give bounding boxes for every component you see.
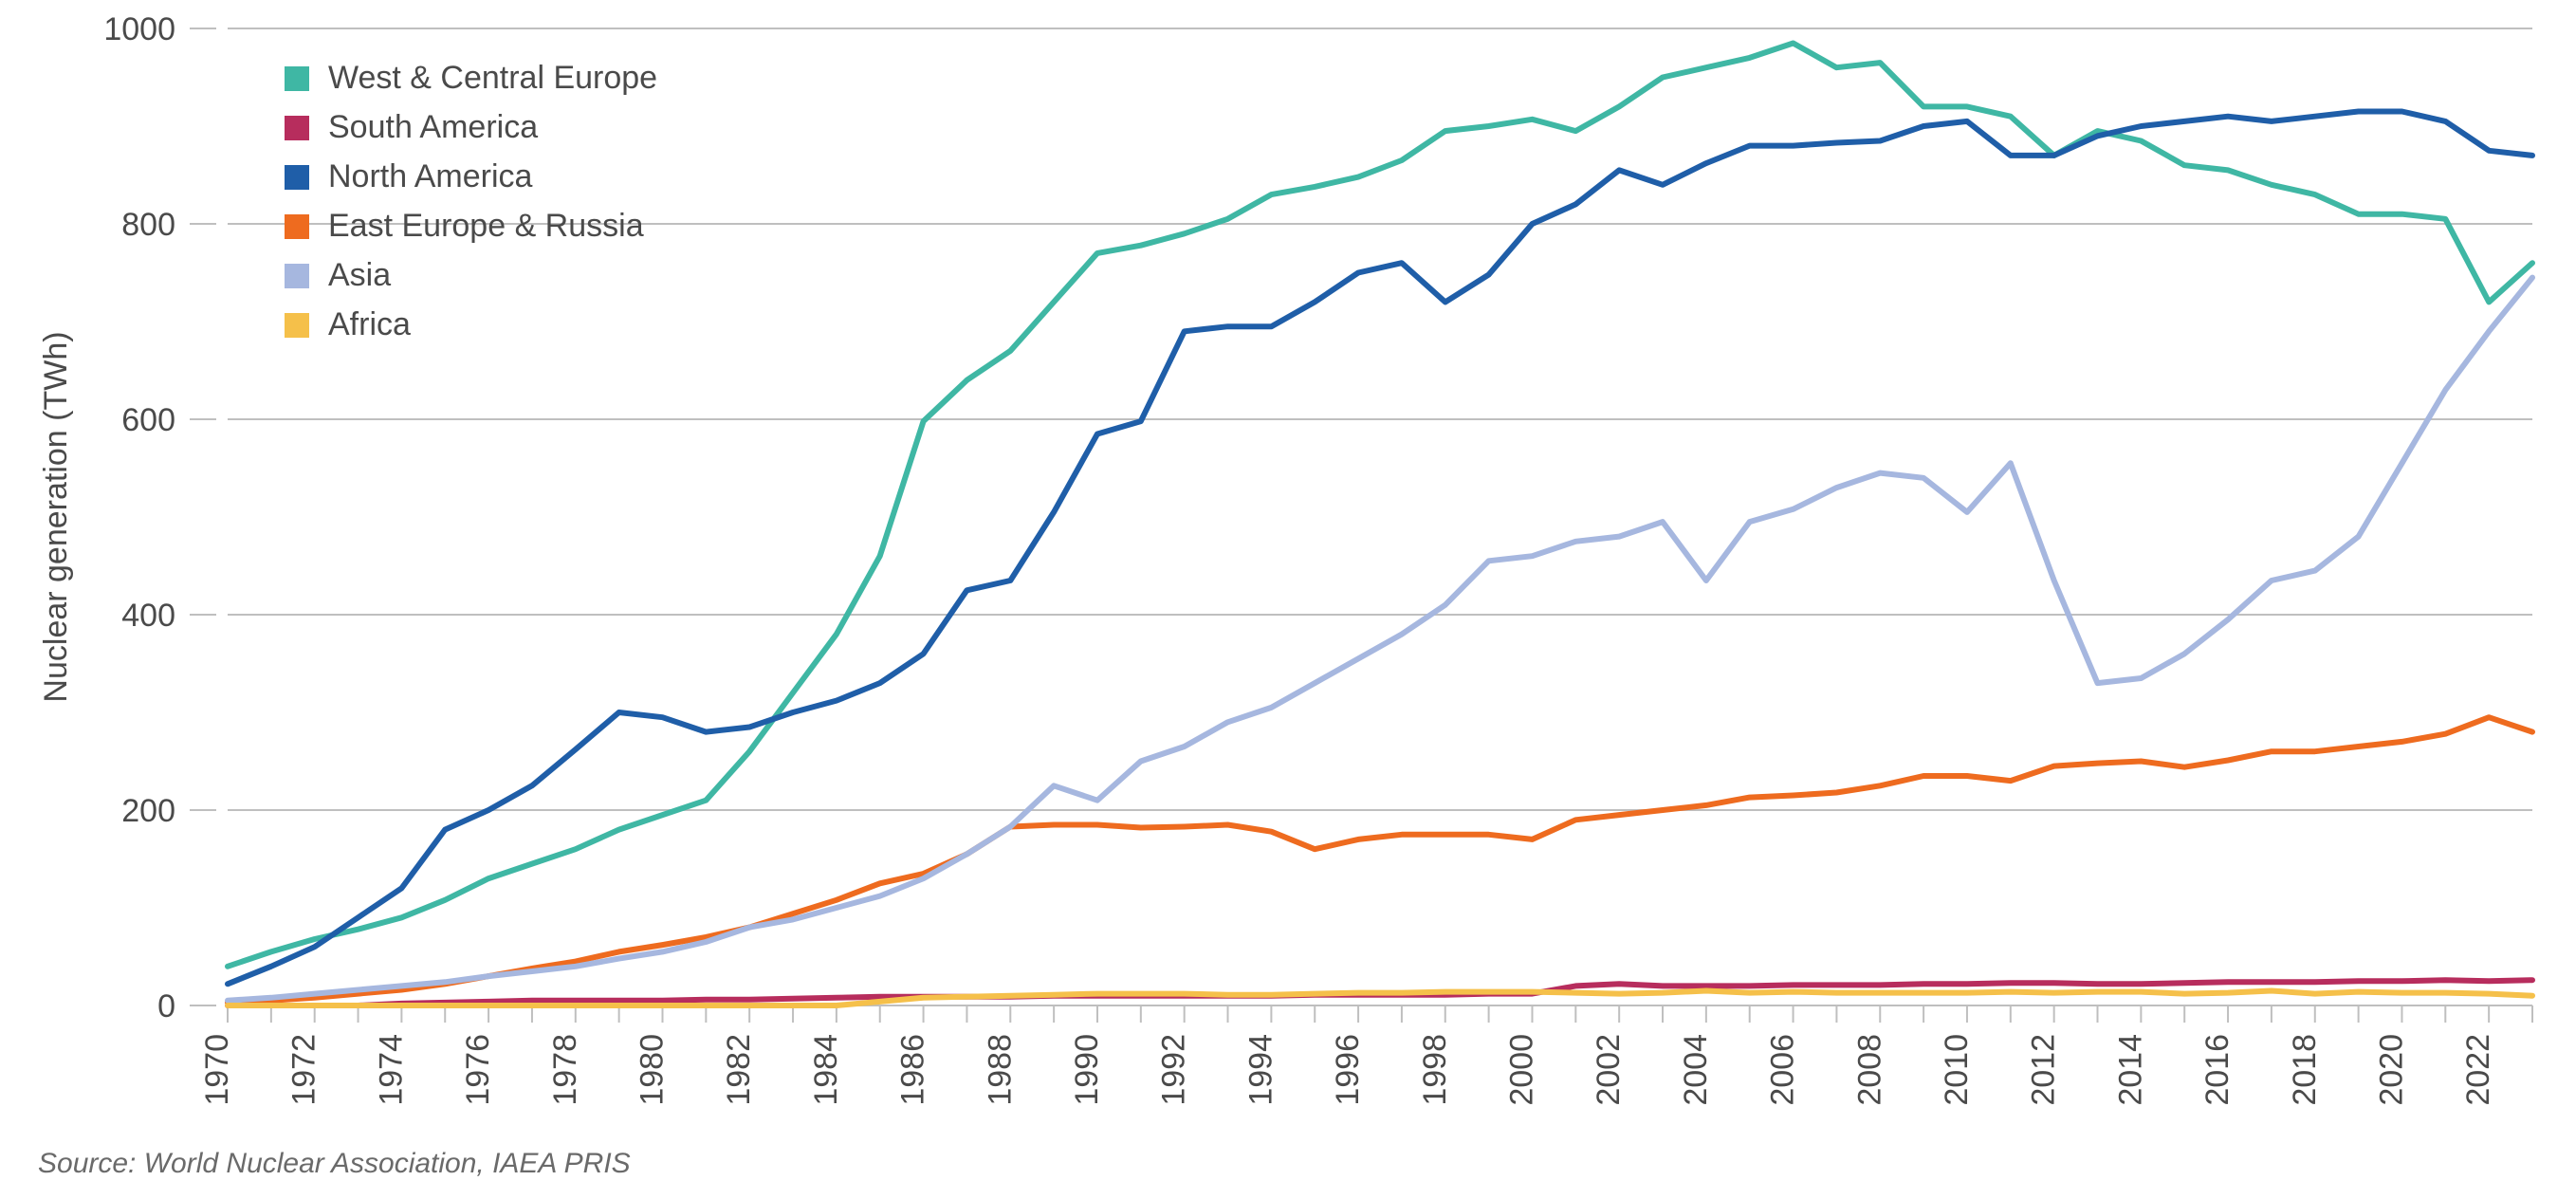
legend-label: East Europe & Russia <box>328 208 644 244</box>
legend-label: Asia <box>328 257 391 293</box>
y-tick-label: 400 <box>121 598 175 634</box>
x-tick-label: 1978 <box>547 1034 583 1106</box>
x-tick-label: 1986 <box>895 1034 931 1106</box>
y-axis-label: Nuclear generation (TWh) <box>38 331 74 702</box>
x-tick-label: 2016 <box>2199 1034 2236 1106</box>
x-tick-label: 1990 <box>1069 1034 1105 1106</box>
x-tick-label: 2010 <box>1939 1034 1975 1106</box>
x-tick-label: 2000 <box>1503 1034 1539 1106</box>
x-tick-label: 2002 <box>1591 1034 1627 1106</box>
y-tick-label: 800 <box>121 207 175 243</box>
x-tick-label: 2018 <box>2287 1034 2323 1106</box>
x-tick-label: 2022 <box>2460 1034 2496 1106</box>
x-tick-label: 2020 <box>2373 1034 2409 1106</box>
legend-label: Africa <box>328 306 411 342</box>
x-tick-label: 1992 <box>1156 1034 1192 1106</box>
x-tick-label: 1972 <box>286 1034 322 1106</box>
legend-swatch <box>285 214 309 239</box>
nuclear-generation-chart: 0 200 400 600 800 1000 1970 1972 1974 1976 1978 198… <box>0 0 2576 1199</box>
x-tick-label: 2004 <box>1678 1034 1714 1106</box>
y-tick-label: 0 <box>157 988 175 1024</box>
x-tick-label: 1998 <box>1417 1034 1453 1106</box>
x-tick-label: 1984 <box>808 1034 844 1106</box>
source-text: Source: World Nuclear Association, IAEA … <box>38 1148 631 1179</box>
y-tick-label: 200 <box>121 793 175 829</box>
x-tick-label: 1980 <box>634 1034 670 1106</box>
y-tick-label: 600 <box>121 402 175 438</box>
x-tick-label: 2008 <box>1851 1034 1887 1106</box>
legend-swatch <box>285 264 309 288</box>
legend-label: North America <box>328 158 532 194</box>
y-tick-label: 1000 <box>103 11 175 47</box>
x-tick-label: 1996 <box>1330 1034 1366 1106</box>
x-tick-label: 1970 <box>199 1034 235 1106</box>
legend-label: West & Central Europe <box>328 60 657 96</box>
legend-swatch <box>285 165 309 190</box>
x-tick-label: 1988 <box>982 1034 1018 1106</box>
legend-swatch <box>285 313 309 338</box>
x-tick-label: 1994 <box>1242 1034 1279 1106</box>
x-tick-label: 2006 <box>1765 1034 1801 1106</box>
x-tick-label: 2012 <box>2026 1034 2062 1106</box>
legend-swatch <box>285 116 309 140</box>
x-tick-label: 1974 <box>373 1034 409 1106</box>
x-tick-label: 2014 <box>2112 1034 2148 1106</box>
legend-swatch <box>285 66 309 91</box>
legend-label: South America <box>328 109 538 145</box>
x-tick-label: 1982 <box>721 1034 757 1106</box>
x-tick-label: 1976 <box>460 1034 496 1106</box>
